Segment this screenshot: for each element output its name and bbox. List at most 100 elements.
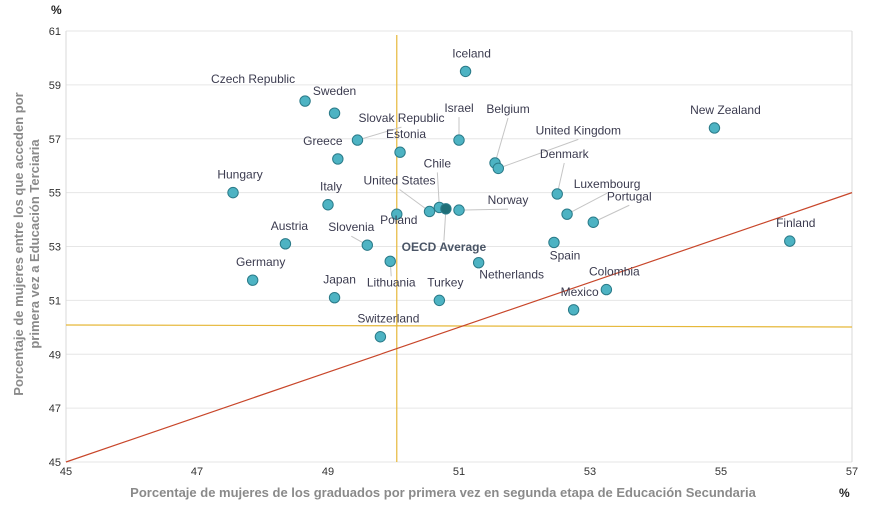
reference-lines [65,35,853,463]
data-point-label: United States [364,173,436,187]
leader-line [498,138,579,169]
data-point-label: Japan [323,273,356,287]
data-point-label: United Kingdom [536,123,621,137]
x-tick-label: 57 [846,466,858,478]
y-tick-label: 45 [49,457,61,469]
data-point-label: Lithuania [367,275,416,289]
data-point-label: Greece [303,134,343,148]
leader-line [436,172,440,208]
tick-labels: 45 47 49 51 53 55 57 59 61 45 47 49 51 53 55 57 [49,26,858,478]
data-point-label: Norway [488,193,529,207]
data-point-label: Portugal [607,189,652,203]
data-point-label: Germany [236,255,285,269]
data-point[interactable] [328,107,341,119]
leader-line [494,117,509,164]
y-axis-title-line-1: Porcentaje de mujeres entre los que acce… [11,92,26,395]
data-point-label: Belgium [486,102,529,116]
y-tick-label: 53 [49,242,61,254]
data-point[interactable] [459,65,472,78]
data-point[interactable] [374,331,387,343]
points-layer [227,65,796,343]
diagonal-line [65,192,853,463]
x-tick-label: 51 [453,466,465,478]
data-point[interactable] [227,186,239,199]
reference-line-horizontal [65,324,853,328]
x-tick-label: 49 [322,466,334,478]
data-point[interactable] [423,205,436,218]
data-point-label: Poland [380,213,417,227]
y-tick-label: 51 [49,295,61,307]
y-unit-label: % [51,3,62,17]
data-point-label: Denmark [540,147,590,161]
data-point-label: Estonia [386,127,426,141]
x-axis-title: Porcentaje de mujeres de los graduados p… [130,485,756,500]
data-point-label: Italy [320,180,342,194]
y-tick-label: 59 [49,80,61,92]
y-tick-label: 55 [49,188,61,200]
data-point-label: Israel [444,101,473,115]
data-point[interactable] [279,238,292,250]
data-point-label: Slovenia [328,220,374,234]
data-point[interactable] [472,256,485,269]
y-tick-label: 57 [49,134,61,146]
leader-line [458,208,509,211]
leader-line [399,189,430,212]
data-point-label: Hungary [217,168,262,182]
y-tick-label: 47 [49,403,61,415]
data-point-label: Switzerland [357,312,419,326]
data-point[interactable] [391,208,403,220]
data-point[interactable] [708,122,721,134]
y-axis-title: Porcentaje de mujeres entre los que acce… [11,92,42,395]
x-tick-label: 53 [584,466,596,478]
data-point-label: Finland [776,216,815,230]
data-point-label: OECD Average [402,240,487,254]
data-point[interactable] [328,291,341,304]
y-tick-label: 49 [49,349,61,361]
data-point-label: Iceland [452,46,491,60]
data-point[interactable] [453,204,465,216]
y-axis-title-line-2: primera vez a Educación Terciaria [27,139,42,349]
data-point[interactable] [351,134,364,146]
data-point[interactable] [299,95,311,107]
data-point[interactable] [492,162,504,175]
data-point-label: Turkey [427,275,463,289]
data-point[interactable] [600,283,613,296]
data-point[interactable] [587,216,599,228]
data-point[interactable] [433,294,446,307]
leader-line [566,192,608,215]
data-point-label: New Zealand [690,103,761,117]
data-point[interactable] [384,255,396,268]
y-tick-label: 61 [49,26,61,38]
data-point[interactable] [567,304,580,316]
data-point-label: Sweden [313,84,356,98]
data-point-label: Spain [550,248,581,262]
data-point-label: Netherlands [479,268,544,282]
grid-layer [65,30,853,463]
data-point-label: Slovak Republic [358,111,444,125]
data-point-label: Czech Republic [211,72,295,86]
leader-line [357,126,402,141]
x-unit-label: % [839,486,850,500]
data-point[interactable] [561,208,573,220]
x-tick-label: 45 [60,466,72,478]
x-tick-label: 55 [715,466,727,478]
leader-line [593,204,630,223]
data-point[interactable] [440,203,452,215]
data-point[interactable] [784,235,796,247]
data-point[interactable] [246,274,259,286]
x-tick-label: 47 [191,466,203,478]
data-point-label: Chile [424,156,452,170]
data-point[interactable] [332,153,344,165]
data-point-label: Luxembourg [574,177,641,191]
data-point[interactable] [551,188,563,200]
data-point[interactable] [322,199,334,211]
data-point-label: Austria [271,219,309,233]
data-point[interactable] [453,134,465,146]
data-point[interactable] [394,146,406,158]
data-point-label: Colombia [589,265,640,279]
data-point[interactable] [361,239,373,251]
data-point[interactable] [548,236,560,249]
data-point-label: Mexico [561,285,599,299]
